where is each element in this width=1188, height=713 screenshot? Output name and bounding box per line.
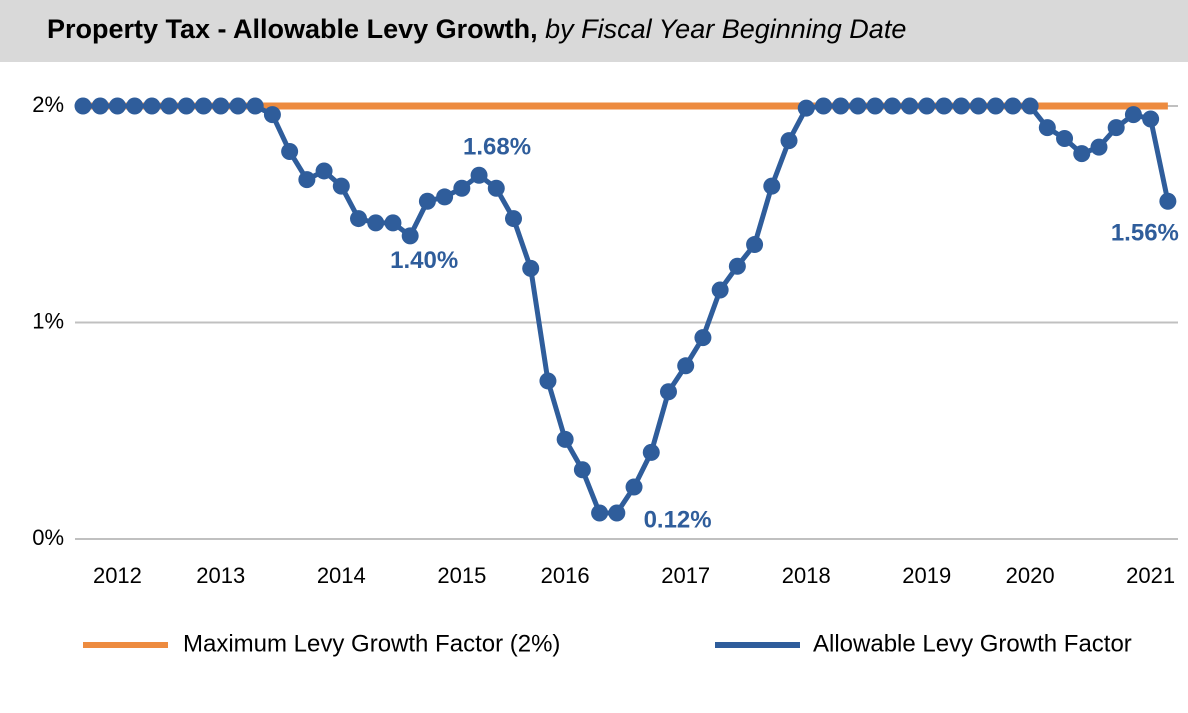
data-point: [625, 478, 643, 496]
data-point: [711, 281, 729, 299]
data-point: [556, 430, 574, 448]
data-point: [332, 177, 350, 195]
data-point: [573, 461, 591, 479]
chart-subtitle: by Fiscal Year Beginning Date: [545, 14, 907, 44]
data-point: [642, 443, 660, 461]
data-point: [453, 179, 471, 197]
x-tick-label: 2017: [661, 563, 710, 588]
data-point: [591, 504, 609, 522]
data-point: [143, 97, 161, 115]
data-point: [1038, 119, 1056, 137]
data-label: 1.40%: [390, 247, 458, 274]
data-point: [212, 97, 230, 115]
data-point: [814, 97, 832, 115]
data-point: [436, 188, 454, 206]
title-bar: Property Tax - Allowable Levy Growth, by…: [0, 0, 1188, 62]
data-point: [849, 97, 867, 115]
data-point: [935, 97, 953, 115]
y-tick-label: 0%: [32, 525, 64, 550]
data-point: [298, 171, 316, 189]
data-point: [659, 383, 677, 401]
x-tick-label: 2019: [902, 563, 951, 588]
data-point: [74, 97, 92, 115]
data-point: [797, 99, 815, 117]
data-point: [487, 179, 505, 197]
data-point: [263, 106, 281, 124]
data-point: [1124, 106, 1142, 124]
y-tick-label: 1%: [32, 308, 64, 333]
data-point: [384, 214, 402, 232]
data-label: 0.12%: [644, 506, 712, 533]
data-point: [952, 97, 970, 115]
data-point: [969, 97, 987, 115]
x-tick-label: 2021: [1126, 563, 1175, 588]
x-tick-label: 2020: [1006, 563, 1055, 588]
series-line: [83, 103, 1171, 516]
data-point: [177, 97, 195, 115]
data-point: [883, 97, 901, 115]
data-point: [401, 227, 419, 245]
x-tick-label: 2016: [541, 563, 590, 588]
data-point: [281, 142, 299, 160]
data-label: 1.68%: [463, 134, 531, 161]
data-point: [832, 97, 850, 115]
data-point: [1056, 129, 1074, 147]
data-point: [367, 214, 385, 232]
data-point: [539, 372, 557, 390]
data-point: [108, 97, 126, 115]
data-point: [1073, 145, 1091, 163]
data-point: [1021, 97, 1039, 115]
data-point: [1159, 192, 1177, 210]
data-point: [350, 210, 368, 228]
x-tick-label: 2014: [317, 563, 366, 588]
data-point: [195, 97, 213, 115]
legend-label: Allowable Levy Growth Factor: [813, 630, 1132, 657]
data-point: [1142, 110, 1160, 128]
data-point: [866, 97, 884, 115]
chart-title: Property Tax - Allowable Levy Growth,: [47, 14, 538, 44]
data-point: [780, 132, 798, 150]
data-point: [1090, 138, 1108, 156]
data-point: [746, 236, 764, 254]
x-tick-label: 2013: [196, 563, 245, 588]
data-point: [418, 192, 436, 210]
data-point: [728, 257, 746, 275]
data-point: [763, 177, 781, 195]
data-label: 1.56%: [1111, 220, 1179, 247]
data-point: [901, 97, 919, 115]
data-point: [126, 97, 144, 115]
data-point: [229, 97, 247, 115]
x-tick-label: 2012: [93, 563, 142, 588]
data-point: [694, 329, 712, 347]
data-point: [918, 97, 936, 115]
data-point: [315, 162, 333, 180]
data-point: [987, 97, 1005, 115]
data-point: [246, 97, 264, 115]
data-point: [522, 259, 540, 277]
data-point: [505, 210, 522, 228]
data-point: [1004, 97, 1022, 115]
data-point: [608, 504, 626, 522]
x-tick-label: 2015: [437, 563, 486, 588]
data-point: [470, 166, 488, 184]
x-tick-label: 2018: [782, 563, 831, 588]
data-point: [677, 357, 695, 375]
data-point: [1107, 119, 1125, 137]
y-tick-label: 2%: [32, 92, 64, 117]
data-point: [91, 97, 109, 115]
data-point: [160, 97, 178, 115]
title-wrap: Property Tax - Allowable Levy Growth, by…: [47, 14, 906, 45]
legend-label: Maximum Levy Growth Factor (2%): [183, 630, 560, 657]
